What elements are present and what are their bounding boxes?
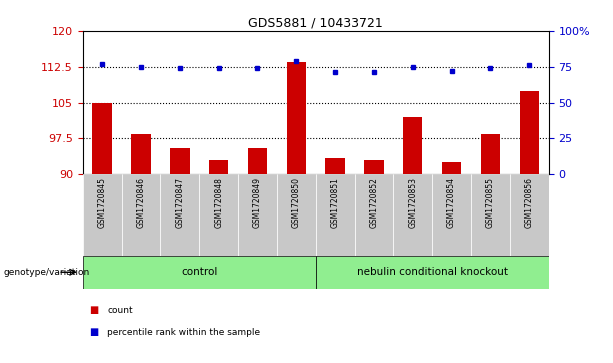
Text: GSM1720855: GSM1720855 bbox=[486, 177, 495, 228]
Text: GSM1720853: GSM1720853 bbox=[408, 177, 417, 228]
Bar bbox=[277, 174, 316, 256]
Bar bbox=[442, 162, 462, 174]
Title: GDS5881 / 10433721: GDS5881 / 10433721 bbox=[248, 17, 383, 30]
Bar bbox=[432, 174, 471, 256]
Bar bbox=[354, 174, 394, 256]
Bar bbox=[471, 174, 510, 256]
Text: genotype/variation: genotype/variation bbox=[3, 268, 89, 277]
Text: GSM1720850: GSM1720850 bbox=[292, 177, 301, 228]
Bar bbox=[326, 158, 345, 174]
Bar bbox=[394, 174, 432, 256]
Text: percentile rank within the sample: percentile rank within the sample bbox=[107, 328, 261, 337]
Text: GSM1720851: GSM1720851 bbox=[330, 177, 340, 228]
Text: ■: ■ bbox=[89, 327, 98, 337]
Text: GSM1720848: GSM1720848 bbox=[214, 177, 223, 228]
Bar bbox=[287, 62, 306, 174]
Bar bbox=[481, 134, 500, 174]
Bar bbox=[316, 256, 549, 289]
Bar bbox=[238, 174, 277, 256]
Text: GSM1720846: GSM1720846 bbox=[137, 177, 145, 228]
Bar bbox=[199, 174, 238, 256]
Bar bbox=[364, 160, 384, 174]
Text: ■: ■ bbox=[89, 305, 98, 315]
Bar bbox=[93, 102, 112, 174]
Text: control: control bbox=[181, 267, 218, 277]
Bar bbox=[248, 148, 267, 174]
Bar bbox=[131, 134, 151, 174]
Bar bbox=[209, 160, 228, 174]
Text: nebulin conditional knockout: nebulin conditional knockout bbox=[357, 267, 508, 277]
Bar bbox=[161, 174, 199, 256]
Bar bbox=[316, 174, 354, 256]
Text: GSM1720854: GSM1720854 bbox=[447, 177, 456, 228]
Bar bbox=[510, 174, 549, 256]
Text: GSM1720847: GSM1720847 bbox=[175, 177, 185, 228]
Text: GSM1720849: GSM1720849 bbox=[253, 177, 262, 228]
Bar bbox=[121, 174, 161, 256]
Text: count: count bbox=[107, 306, 133, 315]
Text: GSM1720845: GSM1720845 bbox=[97, 177, 107, 228]
Bar bbox=[83, 174, 121, 256]
Text: GSM1720852: GSM1720852 bbox=[370, 177, 378, 228]
Bar bbox=[519, 91, 539, 174]
Bar bbox=[170, 148, 189, 174]
Text: GSM1720856: GSM1720856 bbox=[525, 177, 534, 228]
Bar bbox=[83, 256, 316, 289]
Bar bbox=[403, 117, 422, 174]
